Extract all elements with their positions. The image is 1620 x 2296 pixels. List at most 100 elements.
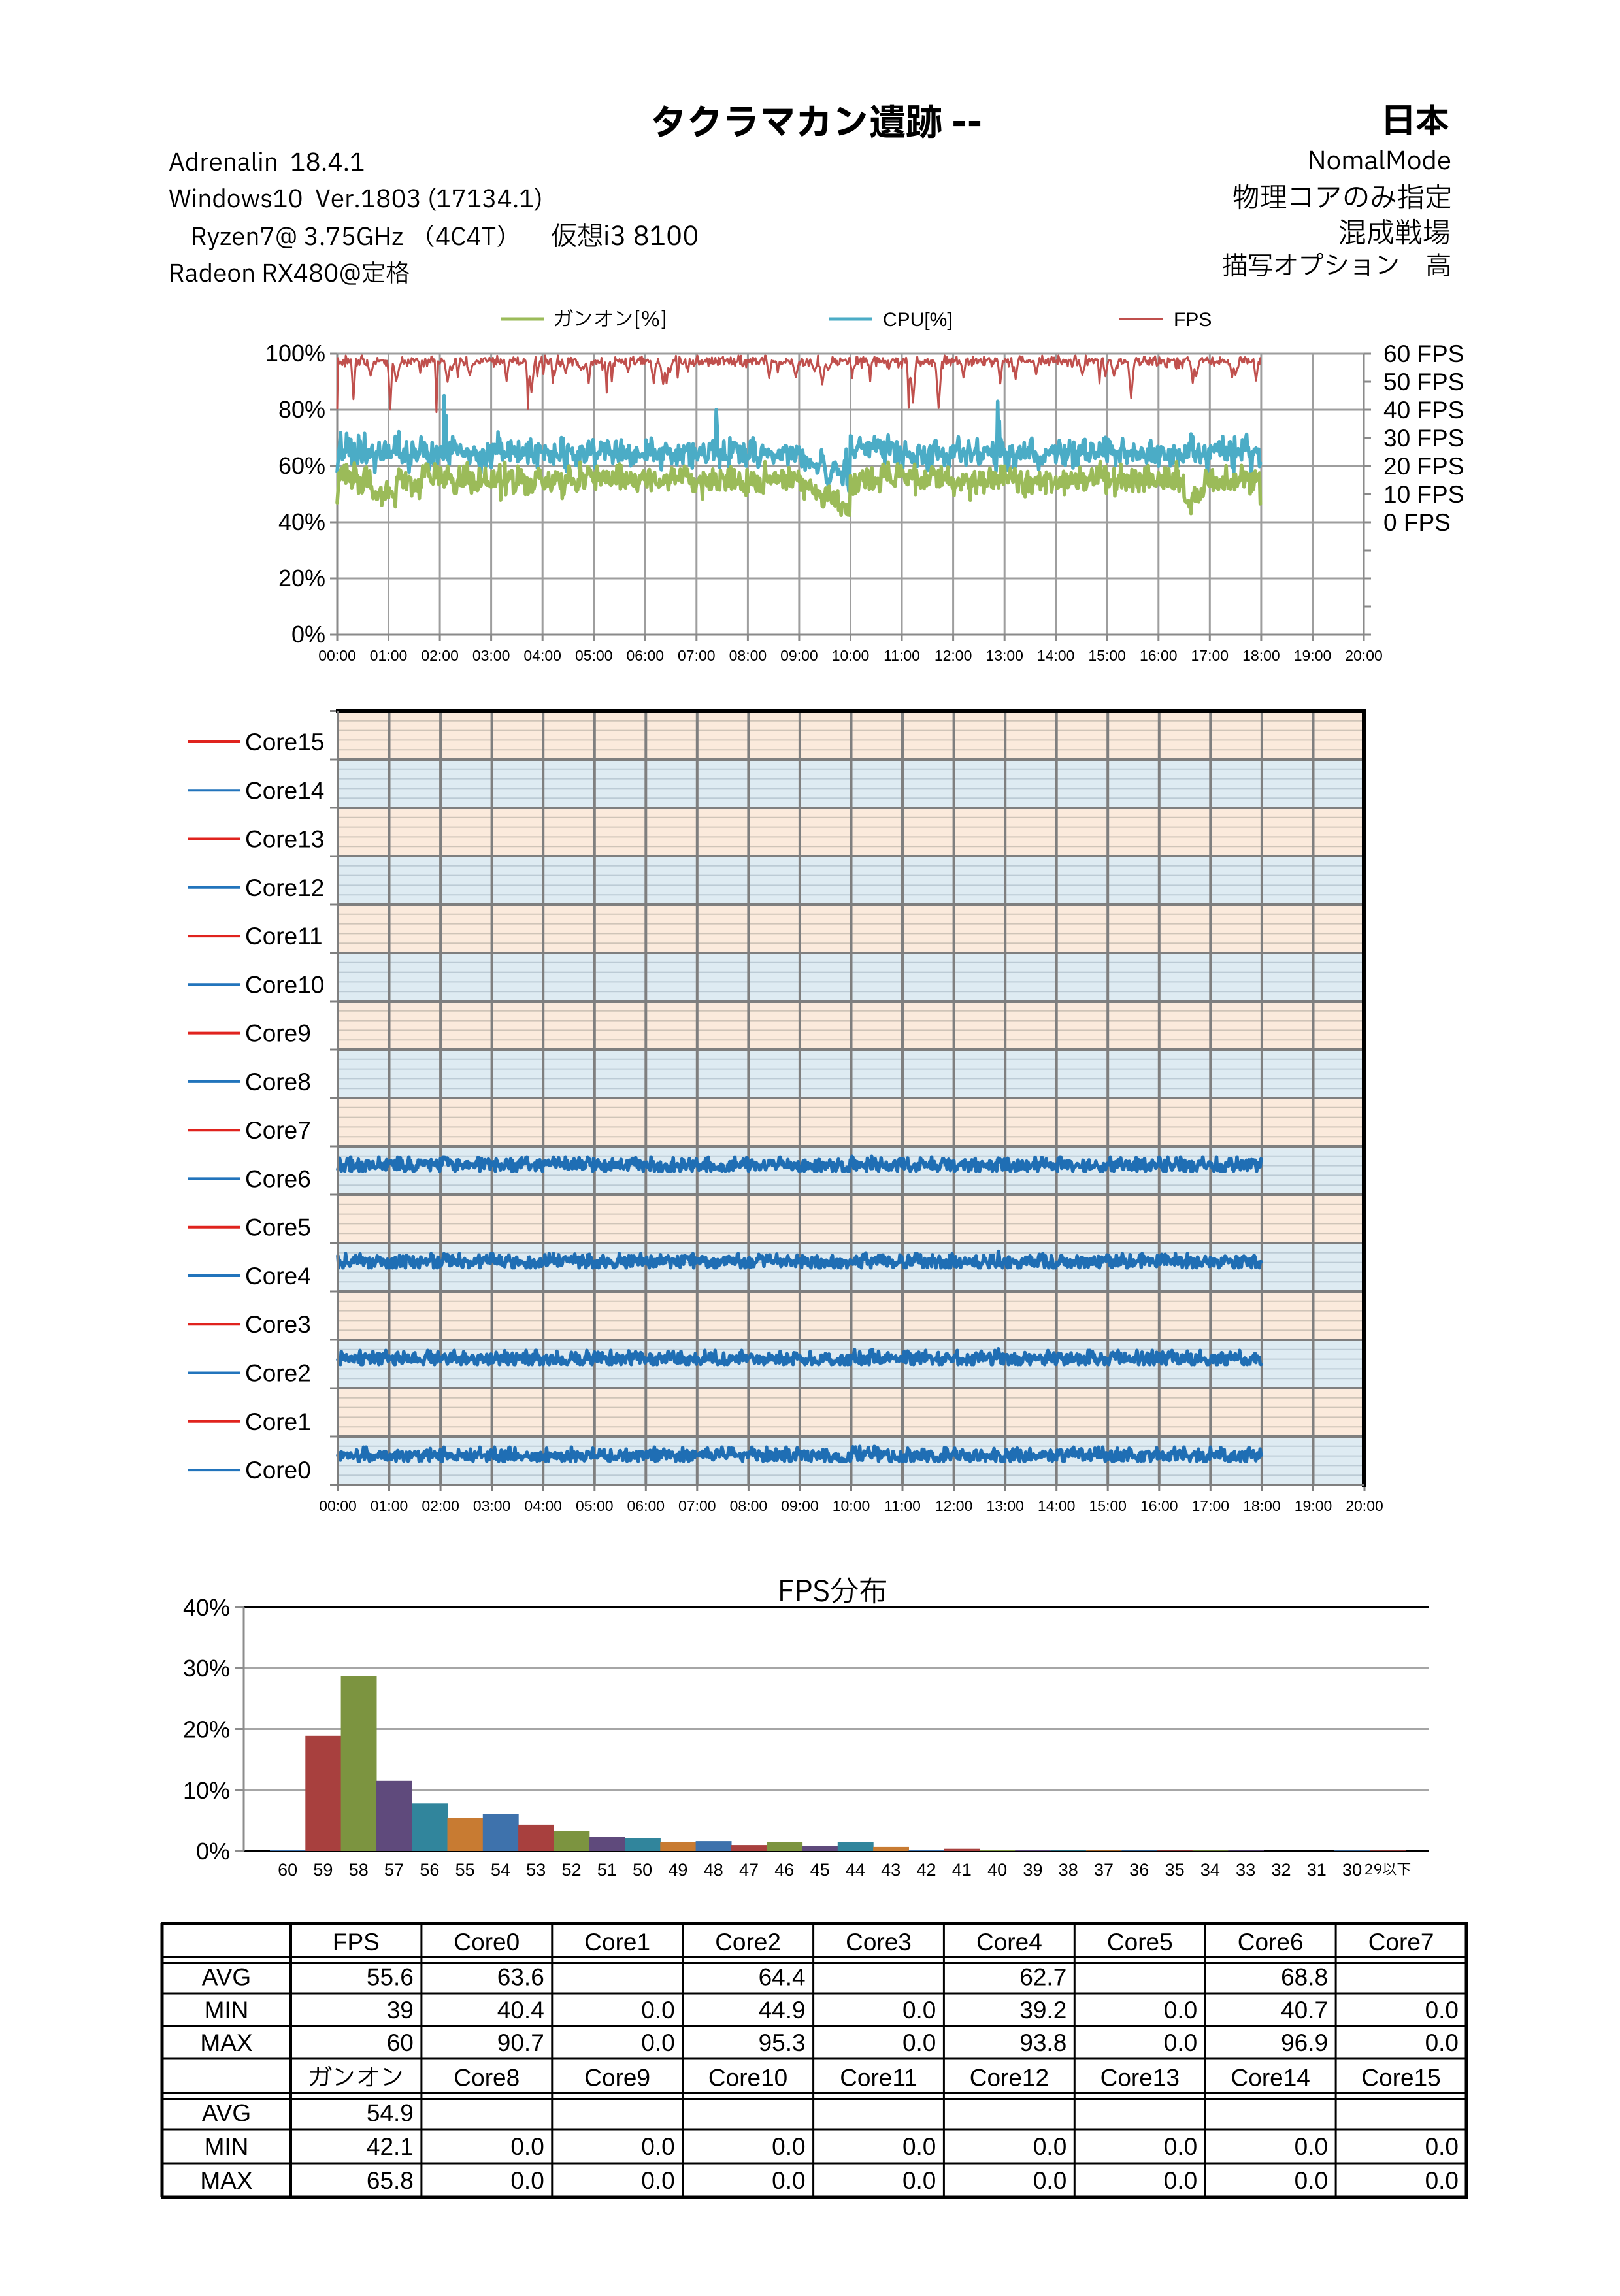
svg-text:20:00: 20:00 (1346, 1497, 1383, 1514)
svg-text:00:00: 00:00 (319, 1497, 357, 1514)
svg-text:19:00: 19:00 (1295, 1497, 1332, 1514)
svg-text:MIN: MIN (205, 2133, 249, 2160)
svg-text:0.0: 0.0 (772, 2133, 805, 2160)
svg-text:02:00: 02:00 (422, 1497, 459, 1514)
svg-text:Core5: Core5 (1107, 1929, 1173, 1955)
svg-text:13:00: 13:00 (986, 1497, 1024, 1514)
svg-text:Core4: Core4 (976, 1929, 1042, 1955)
svg-text:46: 46 (774, 1860, 794, 1880)
svg-text:39.2: 39.2 (1019, 1997, 1066, 2023)
svg-text:41: 41 (952, 1860, 972, 1880)
svg-text:MAX: MAX (200, 2167, 252, 2194)
svg-text:17:00: 17:00 (1192, 1497, 1230, 1514)
svg-text:01:00: 01:00 (370, 647, 408, 664)
svg-text:0.0: 0.0 (1164, 2167, 1197, 2194)
svg-text:0.0: 0.0 (641, 2029, 674, 2056)
svg-text:08:00: 08:00 (729, 647, 767, 664)
svg-text:57: 57 (384, 1860, 404, 1880)
svg-text:55.6: 55.6 (367, 1964, 414, 1991)
svg-text:0.0: 0.0 (1295, 2133, 1328, 2160)
svg-text:18:00: 18:00 (1242, 647, 1280, 664)
svg-text:Core6: Core6 (1238, 1929, 1304, 1955)
svg-text:0.0: 0.0 (510, 2133, 544, 2160)
svg-text:0.0: 0.0 (1164, 2029, 1197, 2056)
svg-text:36: 36 (1129, 1860, 1149, 1880)
svg-text:16:00: 16:00 (1140, 647, 1178, 664)
svg-text:0.0: 0.0 (1033, 2167, 1066, 2194)
svg-text:30%: 30% (183, 1655, 230, 1682)
svg-text:Core7: Core7 (1368, 1929, 1434, 1955)
svg-text:Core1: Core1 (584, 1929, 650, 1955)
svg-text:00:00: 00:00 (318, 647, 356, 664)
svg-text:10:00: 10:00 (833, 1497, 870, 1514)
svg-text:38: 38 (1059, 1860, 1078, 1880)
svg-text:Core3: Core3 (245, 1311, 311, 1338)
svg-text:CPU[%]: CPU[%] (883, 309, 953, 331)
svg-text:53: 53 (526, 1860, 546, 1880)
svg-text:54.9: 54.9 (367, 2100, 414, 2127)
svg-text:0.0: 0.0 (772, 2167, 805, 2194)
svg-text:40: 40 (987, 1860, 1007, 1880)
svg-text:60: 60 (387, 2029, 414, 2056)
svg-text:Core0: Core0 (454, 1929, 520, 1955)
svg-text:40.4: 40.4 (497, 1997, 544, 2023)
svg-text:40.7: 40.7 (1281, 1997, 1328, 2023)
svg-text:0.0: 0.0 (510, 2167, 544, 2194)
svg-text:15:00: 15:00 (1088, 647, 1126, 664)
svg-text:Core12: Core12 (970, 2065, 1049, 2091)
svg-text:49: 49 (668, 1860, 687, 1880)
svg-text:39: 39 (387, 1997, 414, 2023)
svg-text:0.0: 0.0 (902, 2133, 936, 2160)
svg-text:80%: 80% (278, 396, 325, 423)
svg-text:0.0: 0.0 (1425, 2167, 1459, 2194)
svg-text:56: 56 (420, 1860, 439, 1880)
svg-text:05:00: 05:00 (575, 647, 613, 664)
svg-text:Core14: Core14 (245, 777, 324, 804)
svg-text:39: 39 (1023, 1860, 1042, 1880)
svg-text:44: 44 (846, 1860, 865, 1880)
svg-text:10%: 10% (183, 1777, 230, 1804)
svg-text:12:00: 12:00 (935, 1497, 973, 1514)
svg-text:FPS: FPS (1174, 309, 1212, 331)
svg-text:64.4: 64.4 (759, 1964, 806, 1991)
svg-text:37: 37 (1094, 1860, 1114, 1880)
svg-text:55: 55 (455, 1860, 475, 1880)
svg-text:20%: 20% (278, 565, 325, 591)
svg-text:Core6: Core6 (245, 1165, 311, 1192)
svg-text:MIN: MIN (205, 1997, 249, 2023)
svg-text:07:00: 07:00 (678, 1497, 716, 1514)
svg-text:Core13: Core13 (245, 826, 324, 853)
svg-text:31: 31 (1307, 1860, 1327, 1880)
svg-text:20 FPS: 20 FPS (1383, 453, 1464, 480)
svg-text:20:00: 20:00 (1345, 647, 1383, 664)
svg-text:Core12: Core12 (245, 874, 324, 901)
svg-text:Core0: Core0 (245, 1457, 311, 1484)
svg-text:33: 33 (1236, 1860, 1255, 1880)
svg-text:06:00: 06:00 (627, 647, 665, 664)
svg-text:42.1: 42.1 (367, 2133, 414, 2160)
svg-text:0.0: 0.0 (1425, 2133, 1459, 2160)
svg-text:Core11: Core11 (245, 923, 323, 950)
svg-text:58: 58 (349, 1860, 369, 1880)
svg-text:06:00: 06:00 (627, 1497, 665, 1514)
svg-text:0.0: 0.0 (902, 2167, 936, 2194)
svg-text:50: 50 (633, 1860, 652, 1880)
svg-text:0.0: 0.0 (1295, 2167, 1328, 2194)
svg-text:AVG: AVG (202, 1964, 251, 1991)
svg-text:18:00: 18:00 (1243, 1497, 1281, 1514)
svg-text:10 FPS: 10 FPS (1383, 481, 1464, 508)
svg-text:05:00: 05:00 (576, 1497, 614, 1514)
svg-text:Core14: Core14 (1231, 2065, 1310, 2091)
svg-text:AVG: AVG (202, 2100, 251, 2127)
svg-text:07:00: 07:00 (678, 647, 716, 664)
svg-text:30 FPS: 30 FPS (1383, 425, 1464, 452)
svg-text:62.7: 62.7 (1019, 1964, 1066, 1991)
svg-text:0.0: 0.0 (1164, 1997, 1197, 2023)
svg-text:0%: 0% (196, 1838, 230, 1865)
svg-text:Core10: Core10 (708, 2065, 787, 2091)
svg-text:13:00: 13:00 (985, 647, 1023, 664)
svg-text:34: 34 (1200, 1860, 1220, 1880)
svg-text:15:00: 15:00 (1089, 1497, 1127, 1514)
svg-text:47: 47 (739, 1860, 759, 1880)
svg-text:Core4: Core4 (245, 1263, 311, 1289)
